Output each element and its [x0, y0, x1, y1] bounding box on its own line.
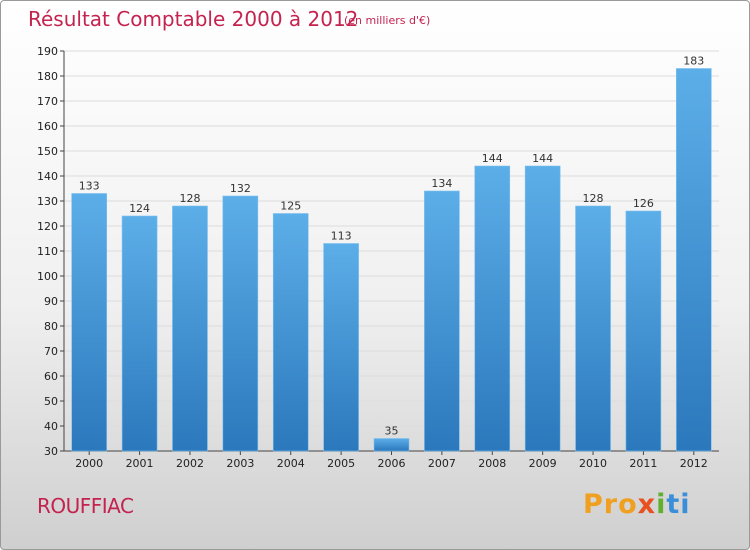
- x-tick-label-2011: 2011: [629, 457, 657, 470]
- x-tick-label-2000: 2000: [75, 457, 103, 470]
- value-label-2000: 133: [79, 180, 100, 193]
- value-label-2007: 134: [431, 177, 452, 190]
- value-label-2008: 144: [482, 152, 503, 165]
- x-tick-label-2007: 2007: [428, 457, 456, 470]
- axes: [60, 50, 719, 455]
- x-tick-label-2008: 2008: [478, 457, 506, 470]
- bars: [71, 68, 712, 452]
- value-label-2005: 113: [331, 230, 352, 243]
- x-tick-label-2001: 2001: [126, 457, 154, 470]
- y-tick-label: 130: [37, 195, 58, 208]
- y-tick-labels: 30 40 50 60 70 80 90 100 110 120 130 140 150 160 170 18…: [37, 45, 58, 458]
- y-tick-label: 100: [37, 270, 58, 283]
- y-tick-label: 190: [37, 45, 58, 58]
- bar-2005: [323, 243, 359, 452]
- logo-part: i: [656, 489, 667, 520]
- y-tick-label: 30: [44, 445, 58, 458]
- bar-2008: [474, 165, 511, 452]
- x-tick-label-2003: 2003: [226, 457, 254, 470]
- logo-part: Pro: [583, 489, 638, 520]
- bar-2007: [424, 190, 460, 452]
- value-label-2002: 128: [179, 192, 200, 205]
- y-tick-label: 120: [37, 220, 58, 233]
- proxiti-logo: Proxiti: [583, 489, 691, 520]
- y-tick-label: 90: [44, 295, 58, 308]
- bar-2000: [71, 193, 107, 452]
- y-tick-label: 80: [44, 320, 58, 333]
- y-tick-label: 180: [37, 70, 58, 83]
- y-tick-label: 70: [44, 345, 58, 358]
- bar-2012: [676, 68, 712, 452]
- x-tick-label-2005: 2005: [327, 457, 355, 470]
- y-tick-label: 140: [37, 170, 58, 183]
- x-tick-labels: 2000 2001 2002 2003 2004 2005 2006 2007 2008 2009…: [75, 457, 708, 470]
- bar-2010: [575, 205, 611, 452]
- y-tick-label: 110: [37, 245, 58, 258]
- value-label-2012: 183: [683, 55, 704, 68]
- chart-title: Résultat Comptable 2000 à 2012: [28, 7, 359, 31]
- y-tick-label: 150: [37, 145, 58, 158]
- logo-part: ti: [666, 489, 691, 520]
- bar-2006: [373, 438, 410, 452]
- value-label-2004: 125: [280, 200, 301, 213]
- x-tick-label-2009: 2009: [529, 457, 557, 470]
- x-tick-label-2010: 2010: [579, 457, 607, 470]
- y-tick-label: 170: [37, 95, 58, 108]
- logo-part: x: [637, 489, 657, 520]
- y-tick-label: 50: [44, 395, 58, 408]
- value-label-2001: 124: [129, 202, 150, 215]
- bar-2002: [172, 205, 208, 452]
- value-label-2003: 132: [230, 182, 251, 195]
- x-tick-label-2012: 2012: [680, 457, 708, 470]
- bar-2011: [625, 210, 662, 452]
- x-tick-label-2006: 2006: [378, 457, 406, 470]
- grid-lines: [64, 50, 719, 452]
- bar-2001: [121, 215, 158, 452]
- y-tick-label: 60: [44, 370, 58, 383]
- value-label-2010: 128: [583, 192, 604, 205]
- value-label-2011: 126: [633, 197, 654, 210]
- x-tick-label-2002: 2002: [176, 457, 204, 470]
- bar-2003: [222, 195, 259, 452]
- chart-subtitle: (en milliers d'€): [344, 14, 431, 27]
- y-tick-label: 40: [44, 420, 58, 433]
- bar-2004: [272, 213, 309, 452]
- x-tick-label-2004: 2004: [277, 457, 305, 470]
- value-label-2006: 35: [385, 425, 399, 438]
- town-name: ROUFFIAC: [37, 494, 134, 518]
- value-labels: 133 124 128 132 125 113 35 134 144 144 128 126 183: [79, 55, 705, 438]
- bar-2009: [524, 165, 561, 452]
- y-tick-label: 160: [37, 120, 58, 133]
- value-label-2009: 144: [532, 152, 553, 165]
